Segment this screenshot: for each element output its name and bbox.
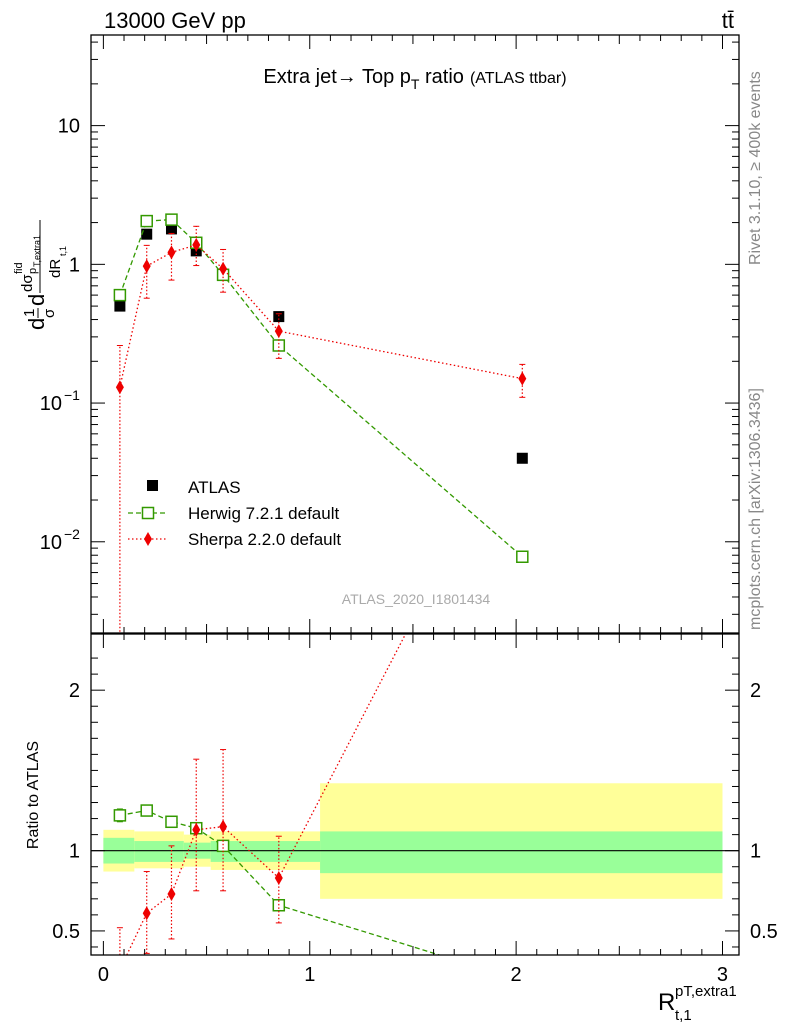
- x-tick-label: 0: [98, 964, 109, 986]
- data-point-sherpa: [142, 906, 151, 921]
- uncertainty-band-stat: [320, 831, 723, 874]
- data-point-atlas: [141, 228, 153, 240]
- uncertainty-band-stat: [134, 841, 184, 862]
- data-point-sherpa: [116, 962, 124, 976]
- data-point-herwig: [516, 550, 529, 563]
- x-axis-label-sup: pT,extra1: [675, 983, 737, 1000]
- data-point-sherpa: [167, 887, 176, 902]
- analysis-watermark: ATLAS_2020_I1801434: [342, 591, 491, 607]
- ratio-y-tick-label-right: 0.5: [750, 921, 778, 943]
- data-point-sherpa: [115, 380, 124, 395]
- ratio-plot-panel: 2 2 1 1 0.5 0.5 0 1 2 3 Ratio to ATLAS R pT,extra…: [25, 402, 778, 1024]
- data-point-herwig: [272, 339, 286, 352]
- data-point-herwig: [165, 213, 178, 226]
- y-tick-label: 10: [40, 393, 62, 415]
- legend-entry-atlas: ATLAS: [147, 478, 241, 497]
- data-point-sherpa: [142, 259, 151, 274]
- legend-label-herwig: Herwig 7.2.1 default: [188, 504, 339, 523]
- data-point-atlas: [114, 300, 126, 312]
- svg-text:1: 1: [21, 309, 38, 317]
- svg-text:d: d: [24, 294, 49, 306]
- data-point-herwig: [140, 214, 153, 228]
- data-point-sherpa: [219, 261, 228, 276]
- data-point-atlas: [516, 452, 528, 464]
- ratio-y-tick-label-right: 1: [750, 841, 761, 863]
- legend-entry-sherpa: Sherpa 2.2.0 default: [128, 530, 341, 549]
- plot-title: Extra jet→ Top pT ratio (ATLAS ttbar): [263, 66, 566, 92]
- ratio-plot-ticks: 2 2 1 1 0.5 0.5 0 1 2 3: [52, 634, 778, 986]
- x-tick-label: 1: [304, 964, 315, 986]
- x-axis-label-sub: t,1: [675, 1007, 692, 1024]
- svg-text:d: d: [24, 318, 49, 330]
- ratio-y-tick-label-left: 2: [69, 680, 80, 702]
- data-point-herwig: [113, 288, 127, 302]
- legend: ATLAS Herwig 7.2.1 default Sherpa 2.2.0 …: [128, 478, 341, 549]
- main-y-axis-label: d 1 σ d dσ fid p T,extra1 dR t,1: [13, 220, 68, 330]
- main-plot-data: [113, 213, 529, 633]
- legend-marker-sherpa: [144, 532, 152, 546]
- rivet-label: Rivet 3.1.10, ≥ 400k events: [747, 71, 764, 265]
- series-line-sherpa: [119, 244, 523, 388]
- data-point-sherpa: [518, 371, 527, 386]
- data-point-herwig: [140, 804, 153, 817]
- legend-label-atlas: ATLAS: [188, 478, 241, 497]
- ratio-y-tick-label-left: 0.5: [52, 921, 80, 943]
- data-point-sherpa: [274, 870, 283, 885]
- y-tick-label: 10: [40, 532, 62, 554]
- ratio-y-axis-label: Ratio to ATLAS: [25, 741, 42, 849]
- legend-marker-atlas: [147, 480, 158, 491]
- y-tick-exponent: −1: [64, 387, 80, 403]
- data-point-sherpa: [192, 237, 201, 252]
- legend-entry-herwig: Herwig 7.2.1 default: [128, 504, 339, 523]
- data-point-herwig: [165, 815, 178, 829]
- data-point-sherpa: [274, 324, 283, 339]
- main-plot-frame: [90, 34, 740, 634]
- mcplots-label: mcplots.cern.ch [arXiv:1306.3436]: [747, 388, 764, 630]
- process-label: 13000 GeV pp: [104, 8, 246, 33]
- data-point-sherpa: [518, 402, 526, 416]
- data-point-herwig: [113, 809, 127, 822]
- x-axis-label-main: R: [658, 989, 675, 1016]
- svg-text:dσ: dσ: [19, 274, 36, 292]
- svg-text:fid: fid: [13, 262, 25, 274]
- svg-text:dR: dR: [47, 259, 64, 278]
- data-point-sherpa: [219, 819, 228, 834]
- legend-label-sherpa: Sherpa 2.2.0 default: [188, 530, 341, 549]
- data-point-atlas: [165, 223, 177, 235]
- legend-marker-herwig: [141, 506, 155, 520]
- svg-text:p: p: [27, 268, 39, 274]
- svg-text:σ: σ: [41, 308, 58, 318]
- x-axis-label: R pT,extra1 t,1: [658, 983, 737, 1024]
- final-state-label: tt̄: [722, 8, 734, 33]
- svg-text:t,1: t,1: [58, 246, 68, 256]
- data-point-sherpa: [167, 245, 176, 260]
- svg-text:T,extra1: T,extra1: [32, 235, 42, 267]
- y-tick-label: 1: [69, 254, 80, 276]
- data-point-herwig: [216, 839, 230, 853]
- ratio-y-tick-label-left: 1: [69, 841, 80, 863]
- ratio-plot-data: [91, 402, 739, 976]
- data-point-sherpa: [192, 822, 201, 837]
- y-tick-label: 10: [58, 116, 80, 138]
- y-tick-exponent: −2: [64, 526, 80, 542]
- x-tick-label: 2: [511, 964, 522, 986]
- x-tick-label: 3: [717, 964, 728, 986]
- ratio-plot-frame: [90, 633, 740, 956]
- data-point-atlas: [273, 311, 285, 323]
- ratio-y-tick-label-right: 2: [750, 680, 761, 702]
